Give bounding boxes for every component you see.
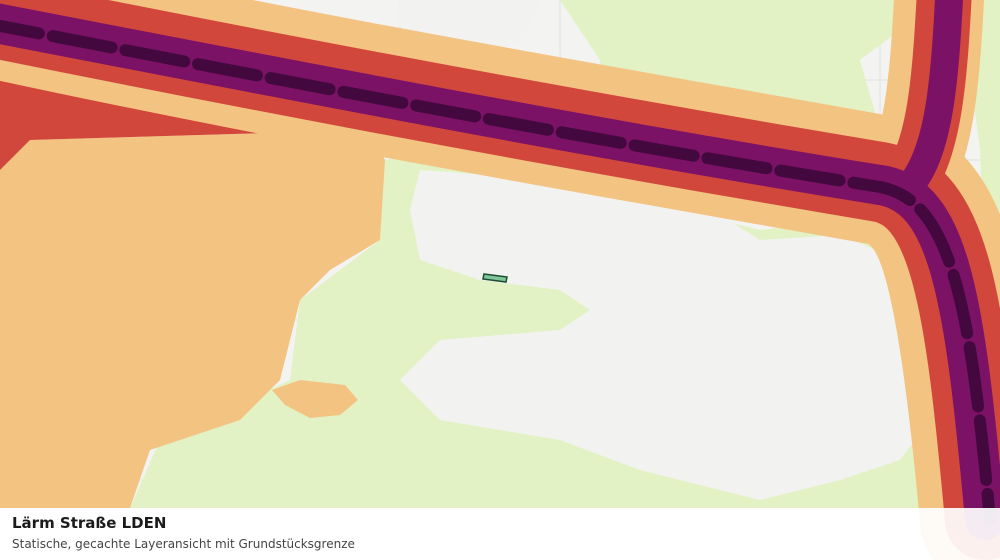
- parcel-boundary: [482, 273, 508, 283]
- layer-title: Lärm Straße LDEN: [12, 514, 167, 532]
- legend-panel: Lärm Straße LDEN Statische, gecachte Lay…: [0, 508, 1000, 560]
- noise-zone-55: [272, 380, 358, 418]
- layer-subtitle: Statische, gecachte Layeransicht mit Gru…: [12, 537, 355, 551]
- noise-zone-55: [0, 130, 385, 508]
